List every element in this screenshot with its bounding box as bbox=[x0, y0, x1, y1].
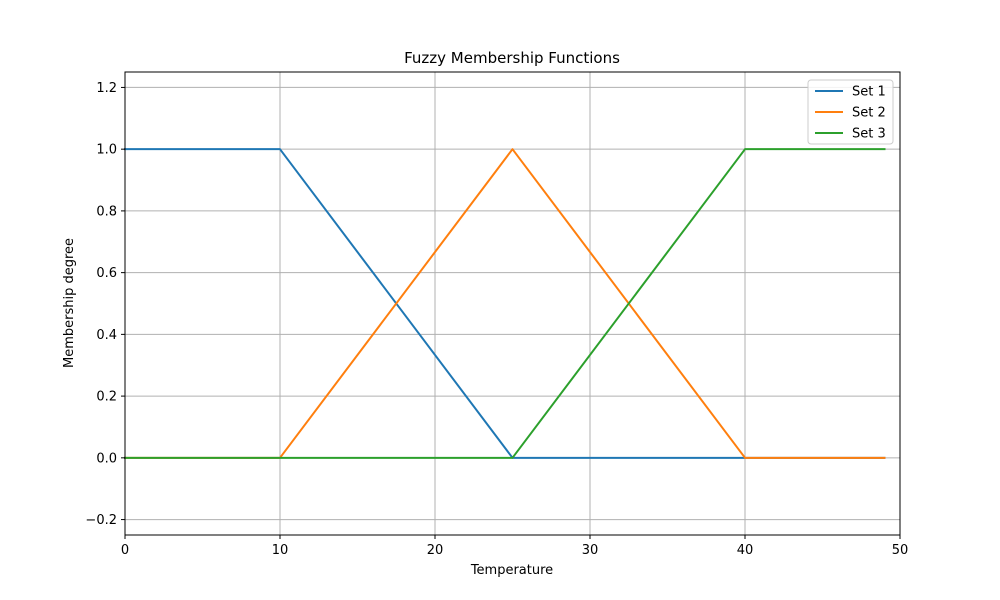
x-tick-label: 40 bbox=[737, 543, 754, 558]
y-tick-label: −0.2 bbox=[85, 513, 117, 528]
y-tick-label: 1.2 bbox=[96, 81, 117, 96]
y-tick-label: 0.4 bbox=[96, 328, 117, 343]
y-axis-label: Membership degree bbox=[62, 238, 77, 368]
x-tick-label: 50 bbox=[892, 543, 909, 558]
x-tick-label: 10 bbox=[272, 543, 289, 558]
legend-label-2: Set 2 bbox=[852, 106, 886, 121]
plot-frame bbox=[124, 71, 901, 536]
legend-box bbox=[807, 79, 894, 145]
legend-label-1: Set 1 bbox=[852, 85, 886, 100]
y-tick-label: 1.0 bbox=[96, 143, 117, 158]
series-line-3 bbox=[124, 148, 886, 459]
x-tick-label: 0 bbox=[121, 543, 129, 558]
y-tick-label: 0.2 bbox=[96, 390, 117, 405]
chart-title: Fuzzy Membership Functions bbox=[404, 49, 620, 67]
legend: Set 1 Set 2 Set 3 bbox=[807, 79, 894, 145]
series-lines bbox=[124, 148, 886, 459]
y-tick-label: 0.0 bbox=[96, 451, 117, 466]
x-tick-label: 30 bbox=[582, 543, 599, 558]
y-tick-label: 0.8 bbox=[96, 204, 117, 219]
x-tick-label: 20 bbox=[427, 543, 444, 558]
legend-label-3: Set 3 bbox=[852, 127, 886, 142]
x-axis-label: Temperature bbox=[470, 563, 553, 578]
y-tick-label: 0.6 bbox=[96, 266, 117, 281]
axis-ticks: 0 10 20 30 40 50 −0.2 0.0 0.2 0.4 0.6 0.8 1.0 1.2 bbox=[85, 81, 908, 558]
plot-area bbox=[125, 72, 900, 535]
